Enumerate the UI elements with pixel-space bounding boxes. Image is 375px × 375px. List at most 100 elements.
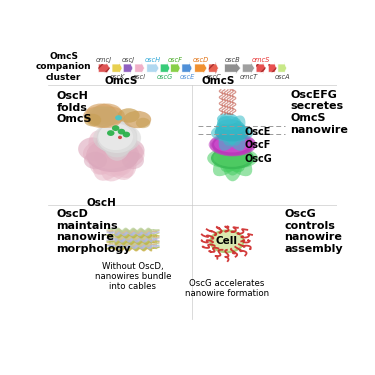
Ellipse shape bbox=[213, 148, 251, 167]
Ellipse shape bbox=[210, 137, 249, 156]
Text: oscG: oscG bbox=[157, 74, 173, 80]
Ellipse shape bbox=[217, 148, 258, 168]
Ellipse shape bbox=[92, 128, 128, 175]
Ellipse shape bbox=[107, 130, 114, 136]
Ellipse shape bbox=[87, 142, 138, 172]
Ellipse shape bbox=[223, 120, 246, 151]
Ellipse shape bbox=[89, 128, 126, 175]
Text: oscD: oscD bbox=[193, 57, 209, 63]
Ellipse shape bbox=[103, 115, 131, 153]
Ellipse shape bbox=[217, 135, 256, 154]
Text: oscJ: oscJ bbox=[122, 57, 135, 63]
Ellipse shape bbox=[98, 123, 133, 150]
Ellipse shape bbox=[86, 110, 116, 128]
Polygon shape bbox=[182, 62, 192, 74]
Ellipse shape bbox=[88, 130, 125, 177]
Ellipse shape bbox=[136, 118, 150, 128]
Polygon shape bbox=[278, 62, 286, 74]
Ellipse shape bbox=[219, 116, 241, 146]
Ellipse shape bbox=[216, 134, 255, 153]
Ellipse shape bbox=[123, 111, 151, 128]
Text: oscl: oscl bbox=[133, 74, 146, 80]
Ellipse shape bbox=[86, 138, 140, 172]
Polygon shape bbox=[171, 62, 180, 74]
Ellipse shape bbox=[94, 140, 144, 170]
Ellipse shape bbox=[98, 123, 137, 153]
Text: Without OscD,
nanowires bundle
into cables: Without OscD, nanowires bundle into cabl… bbox=[95, 262, 171, 291]
Ellipse shape bbox=[220, 144, 252, 176]
Text: oscE: oscE bbox=[179, 74, 195, 80]
Ellipse shape bbox=[216, 137, 255, 156]
Polygon shape bbox=[147, 62, 159, 74]
Text: OscH
folds
OmcS: OscH folds OmcS bbox=[57, 91, 92, 124]
Ellipse shape bbox=[87, 140, 133, 169]
Ellipse shape bbox=[83, 139, 134, 169]
Text: OscG
controls
nanowire
assembly: OscG controls nanowire assembly bbox=[285, 209, 343, 254]
Text: OmcS
companion
cluster: OmcS companion cluster bbox=[36, 52, 92, 81]
Ellipse shape bbox=[78, 137, 107, 160]
Ellipse shape bbox=[217, 113, 238, 125]
Polygon shape bbox=[160, 62, 170, 74]
Polygon shape bbox=[225, 62, 240, 74]
Text: omcJ: omcJ bbox=[96, 57, 112, 63]
Ellipse shape bbox=[95, 143, 138, 171]
Text: oscB: oscB bbox=[225, 57, 240, 63]
Ellipse shape bbox=[92, 104, 122, 122]
Polygon shape bbox=[242, 62, 255, 74]
Ellipse shape bbox=[96, 129, 133, 175]
Ellipse shape bbox=[223, 116, 246, 146]
Ellipse shape bbox=[87, 106, 119, 127]
Ellipse shape bbox=[213, 144, 245, 176]
Text: omcS: omcS bbox=[252, 57, 270, 63]
Ellipse shape bbox=[92, 110, 122, 128]
Ellipse shape bbox=[220, 124, 253, 142]
Text: OscE: OscE bbox=[244, 127, 270, 137]
Text: oscA: oscA bbox=[274, 74, 290, 80]
Polygon shape bbox=[209, 62, 218, 74]
Ellipse shape bbox=[210, 231, 243, 252]
Ellipse shape bbox=[100, 132, 136, 178]
Ellipse shape bbox=[217, 116, 241, 130]
Polygon shape bbox=[268, 62, 276, 74]
Ellipse shape bbox=[83, 106, 113, 125]
Ellipse shape bbox=[219, 120, 241, 151]
Text: OscF: OscF bbox=[244, 141, 270, 150]
Ellipse shape bbox=[123, 132, 130, 137]
Ellipse shape bbox=[112, 125, 119, 131]
Text: OscH: OscH bbox=[86, 198, 116, 208]
Ellipse shape bbox=[104, 118, 137, 152]
Ellipse shape bbox=[98, 134, 134, 180]
Text: OmcS: OmcS bbox=[105, 76, 138, 86]
Polygon shape bbox=[256, 62, 265, 74]
Text: OscG: OscG bbox=[244, 154, 272, 164]
Text: oscK: oscK bbox=[110, 74, 125, 80]
Ellipse shape bbox=[103, 123, 131, 161]
Ellipse shape bbox=[97, 124, 130, 158]
Text: Cell: Cell bbox=[216, 236, 238, 246]
Ellipse shape bbox=[210, 134, 249, 153]
Ellipse shape bbox=[211, 124, 244, 142]
Ellipse shape bbox=[220, 140, 252, 172]
Ellipse shape bbox=[207, 148, 248, 168]
Ellipse shape bbox=[84, 152, 107, 169]
Text: oscH: oscH bbox=[145, 57, 161, 63]
Ellipse shape bbox=[215, 123, 249, 141]
Polygon shape bbox=[98, 62, 110, 74]
Ellipse shape bbox=[115, 115, 122, 120]
Ellipse shape bbox=[118, 136, 122, 139]
Ellipse shape bbox=[104, 124, 137, 158]
Ellipse shape bbox=[222, 141, 243, 181]
Ellipse shape bbox=[209, 135, 248, 154]
Ellipse shape bbox=[101, 135, 137, 182]
Ellipse shape bbox=[92, 137, 142, 167]
Polygon shape bbox=[112, 62, 122, 74]
Ellipse shape bbox=[118, 108, 140, 123]
Ellipse shape bbox=[118, 129, 125, 135]
Ellipse shape bbox=[213, 133, 252, 152]
Ellipse shape bbox=[84, 114, 101, 126]
Ellipse shape bbox=[212, 135, 254, 155]
Text: OscEFG
secretes
OmcS
nanowire: OscEFG secretes OmcS nanowire bbox=[290, 90, 348, 135]
Ellipse shape bbox=[93, 134, 129, 181]
Text: OscD
maintains
nanowire
morphology: OscD maintains nanowire morphology bbox=[57, 209, 131, 254]
Polygon shape bbox=[135, 62, 144, 74]
